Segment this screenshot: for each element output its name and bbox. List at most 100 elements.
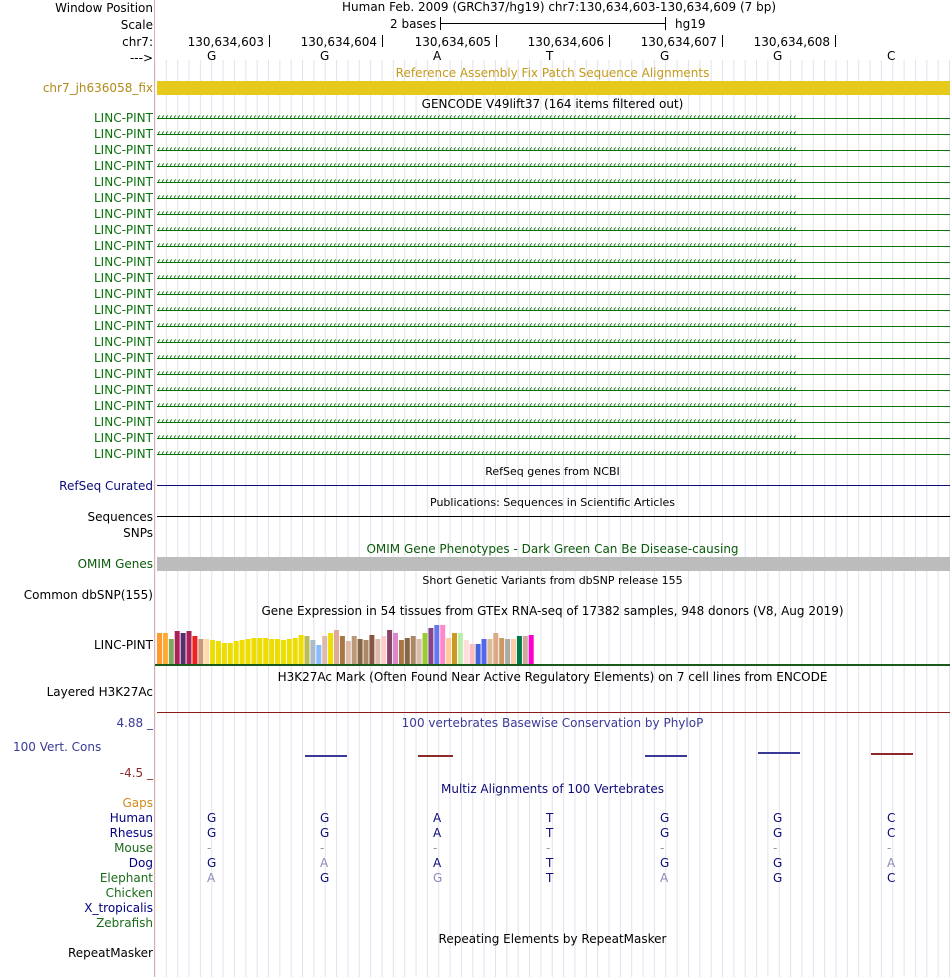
gencode-item-label[interactable]: LINC-PINT	[94, 319, 153, 333]
gencode-item-label[interactable]: LINC-PINT	[94, 383, 153, 397]
gencode-item-label[interactable]: LINC-PINT	[94, 367, 153, 381]
alignment-base[interactable]: -	[433, 841, 438, 855]
alignment-base[interactable]: C	[887, 871, 896, 885]
fix-track-label[interactable]: chr7_jh636058_fix	[42, 81, 153, 95]
omim-gene-bar[interactable]	[157, 557, 950, 571]
alignment-base[interactable]: A	[433, 856, 442, 870]
gencode-item-label[interactable]: LINC-PINT	[94, 415, 153, 429]
alignment-base[interactable]: A	[887, 856, 896, 870]
gencode-transcript[interactable]: ‹‹‹‹‹‹‹‹‹‹‹‹‹‹‹‹‹‹‹‹‹‹‹‹‹‹‹‹‹‹‹‹‹‹‹‹‹‹‹‹…	[157, 384, 950, 396]
alignment-base[interactable]: G	[773, 871, 783, 885]
gencode-transcript[interactable]: ‹‹‹‹‹‹‹‹‹‹‹‹‹‹‹‹‹‹‹‹‹‹‹‹‹‹‹‹‹‹‹‹‹‹‹‹‹‹‹‹…	[157, 352, 950, 364]
gencode-item-label[interactable]: LINC-PINT	[94, 399, 153, 413]
species-label-x_tropicalis[interactable]: X_tropicalis	[84, 901, 153, 915]
gencode-transcript[interactable]: ‹‹‹‹‹‹‹‹‹‹‹‹‹‹‹‹‹‹‹‹‹‹‹‹‹‹‹‹‹‹‹‹‹‹‹‹‹‹‹‹…	[157, 160, 950, 172]
gencode-item-label[interactable]: LINC-PINT	[94, 287, 153, 301]
gencode-item-label[interactable]: LINC-PINT	[94, 143, 153, 157]
dbsnp-track-label[interactable]: Common dbSNP(155)	[23, 588, 153, 602]
alignment-base[interactable]: A	[320, 856, 329, 870]
species-label-chicken[interactable]: Chicken	[105, 886, 153, 900]
alignment-base[interactable]: G	[660, 826, 670, 840]
refseq-gene-line[interactable]	[157, 485, 950, 486]
gencode-item-label[interactable]: LINC-PINT	[94, 255, 153, 269]
reference-base[interactable]: G	[320, 49, 330, 63]
gencode-item-label[interactable]: LINC-PINT	[94, 447, 153, 461]
gencode-transcript[interactable]: ‹‹‹‹‹‹‹‹‹‹‹‹‹‹‹‹‹‹‹‹‹‹‹‹‹‹‹‹‹‹‹‹‹‹‹‹‹‹‹‹…	[157, 240, 950, 252]
gencode-item-label[interactable]: LINC-PINT	[94, 335, 153, 349]
alignment-base[interactable]: G	[320, 871, 330, 885]
reference-base[interactable]: A	[433, 49, 442, 63]
alignment-base[interactable]: G	[660, 811, 670, 825]
alignment-base[interactable]: A	[433, 826, 442, 840]
alignment-base[interactable]: G	[433, 871, 443, 885]
gencode-item-label[interactable]: LINC-PINT	[94, 431, 153, 445]
alignment-base[interactable]: G	[207, 856, 217, 870]
gencode-item-label[interactable]: LINC-PINT	[94, 191, 153, 205]
gencode-transcript[interactable]: ‹‹‹‹‹‹‹‹‹‹‹‹‹‹‹‹‹‹‹‹‹‹‹‹‹‹‹‹‹‹‹‹‹‹‹‹‹‹‹‹…	[157, 224, 950, 236]
sequences-track-label[interactable]: Sequences	[87, 510, 153, 524]
gencode-transcript[interactable]: ‹‹‹‹‹‹‹‹‹‹‹‹‹‹‹‹‹‹‹‹‹‹‹‹‹‹‹‹‹‹‹‹‹‹‹‹‹‹‹‹…	[157, 400, 950, 412]
alignment-base[interactable]: T	[546, 871, 554, 885]
refseq-track-label[interactable]: RefSeq Curated	[59, 479, 153, 493]
gencode-transcript[interactable]: ‹‹‹‹‹‹‹‹‹‹‹‹‹‹‹‹‹‹‹‹‹‹‹‹‹‹‹‹‹‹‹‹‹‹‹‹‹‹‹‹…	[157, 144, 950, 156]
gencode-transcript[interactable]: ‹‹‹‹‹‹‹‹‹‹‹‹‹‹‹‹‹‹‹‹‹‹‹‹‹‹‹‹‹‹‹‹‹‹‹‹‹‹‹‹…	[157, 112, 950, 124]
gencode-transcript[interactable]: ‹‹‹‹‹‹‹‹‹‹‹‹‹‹‹‹‹‹‹‹‹‹‹‹‹‹‹‹‹‹‹‹‹‹‹‹‹‹‹‹…	[157, 368, 950, 380]
alignment-base[interactable]: C	[887, 826, 896, 840]
fix-patch-bar[interactable]	[157, 81, 950, 95]
gencode-item-label[interactable]: LINC-PINT	[94, 271, 153, 285]
species-label-dog[interactable]: Dog	[128, 856, 153, 870]
alignment-base[interactable]: A	[207, 871, 216, 885]
gencode-item-label[interactable]: LINC-PINT	[94, 239, 153, 253]
species-label-human[interactable]: Human	[109, 811, 153, 825]
alignment-base[interactable]: -	[773, 841, 778, 855]
gencode-item-label[interactable]: LINC-PINT	[94, 207, 153, 221]
gencode-transcript[interactable]: ‹‹‹‹‹‹‹‹‹‹‹‹‹‹‹‹‹‹‹‹‹‹‹‹‹‹‹‹‹‹‹‹‹‹‹‹‹‹‹‹…	[157, 320, 950, 332]
reference-base[interactable]: G	[207, 49, 217, 63]
h3k27ac-track-label[interactable]: Layered H3K27Ac	[46, 685, 153, 699]
gencode-item-label[interactable]: LINC-PINT	[94, 159, 153, 173]
gencode-transcript[interactable]: ‹‹‹‹‹‹‹‹‹‹‹‹‹‹‹‹‹‹‹‹‹‹‹‹‹‹‹‹‹‹‹‹‹‹‹‹‹‹‹‹…	[157, 304, 950, 316]
alignment-base[interactable]: -	[546, 841, 551, 855]
alignment-base[interactable]: G	[320, 826, 330, 840]
alignment-base[interactable]: -	[887, 841, 892, 855]
reference-base[interactable]: C	[887, 49, 896, 63]
alignment-base[interactable]: T	[546, 856, 554, 870]
omim-track-label[interactable]: OMIM Genes	[77, 557, 153, 571]
alignment-base[interactable]: G	[207, 826, 217, 840]
reference-base[interactable]: G	[660, 49, 670, 63]
pubs-sequence-line[interactable]	[157, 516, 950, 517]
species-label-mouse[interactable]: Mouse	[114, 841, 153, 855]
gencode-item-label[interactable]: LINC-PINT	[94, 223, 153, 237]
alignment-base[interactable]: A	[660, 871, 669, 885]
alignment-base[interactable]: A	[433, 811, 442, 825]
gencode-transcript[interactable]: ‹‹‹‹‹‹‹‹‹‹‹‹‹‹‹‹‹‹‹‹‹‹‹‹‹‹‹‹‹‹‹‹‹‹‹‹‹‹‹‹…	[157, 272, 950, 284]
gencode-item-label[interactable]: LINC-PINT	[94, 351, 153, 365]
species-label-zebrafish[interactable]: Zebrafish	[96, 916, 153, 930]
gencode-item-label[interactable]: LINC-PINT	[94, 175, 153, 189]
alignment-base[interactable]: -	[660, 841, 665, 855]
repeatmasker-track-label[interactable]: RepeatMasker	[67, 946, 153, 960]
gencode-transcript[interactable]: ‹‹‹‹‹‹‹‹‹‹‹‹‹‹‹‹‹‹‹‹‹‹‹‹‹‹‹‹‹‹‹‹‹‹‹‹‹‹‹‹…	[157, 416, 950, 428]
snps-track-label[interactable]: SNPs	[123, 526, 153, 540]
alignment-base[interactable]: T	[546, 811, 554, 825]
alignment-base[interactable]: G	[660, 856, 670, 870]
species-label-rhesus[interactable]: Rhesus	[109, 826, 153, 840]
gtex-bar-chart[interactable]	[155, 618, 950, 668]
gaps-label[interactable]: Gaps	[122, 796, 153, 810]
gtex-track-label[interactable]: LINC-PINT	[94, 638, 153, 652]
alignment-base[interactable]: G	[773, 826, 783, 840]
phylop-plot[interactable]	[155, 740, 950, 770]
phylop-track-label[interactable]: 100 Vert. Cons	[13, 740, 102, 754]
species-label-elephant[interactable]: Elephant	[99, 871, 153, 885]
gencode-item-label[interactable]: LINC-PINT	[94, 127, 153, 141]
alignment-base[interactable]: G	[773, 856, 783, 870]
alignment-base[interactable]: G	[320, 811, 330, 825]
alignment-base[interactable]: C	[887, 811, 896, 825]
gencode-transcript[interactable]: ‹‹‹‹‹‹‹‹‹‹‹‹‹‹‹‹‹‹‹‹‹‹‹‹‹‹‹‹‹‹‹‹‹‹‹‹‹‹‹‹…	[157, 432, 950, 444]
gencode-transcript[interactable]: ‹‹‹‹‹‹‹‹‹‹‹‹‹‹‹‹‹‹‹‹‹‹‹‹‹‹‹‹‹‹‹‹‹‹‹‹‹‹‹‹…	[157, 128, 950, 140]
gencode-transcript[interactable]: ‹‹‹‹‹‹‹‹‹‹‹‹‹‹‹‹‹‹‹‹‹‹‹‹‹‹‹‹‹‹‹‹‹‹‹‹‹‹‹‹…	[157, 256, 950, 268]
reference-base[interactable]: G	[773, 49, 783, 63]
reference-base[interactable]: T	[546, 49, 554, 63]
alignment-base[interactable]: -	[320, 841, 325, 855]
gencode-transcript[interactable]: ‹‹‹‹‹‹‹‹‹‹‹‹‹‹‹‹‹‹‹‹‹‹‹‹‹‹‹‹‹‹‹‹‹‹‹‹‹‹‹‹…	[157, 208, 950, 220]
